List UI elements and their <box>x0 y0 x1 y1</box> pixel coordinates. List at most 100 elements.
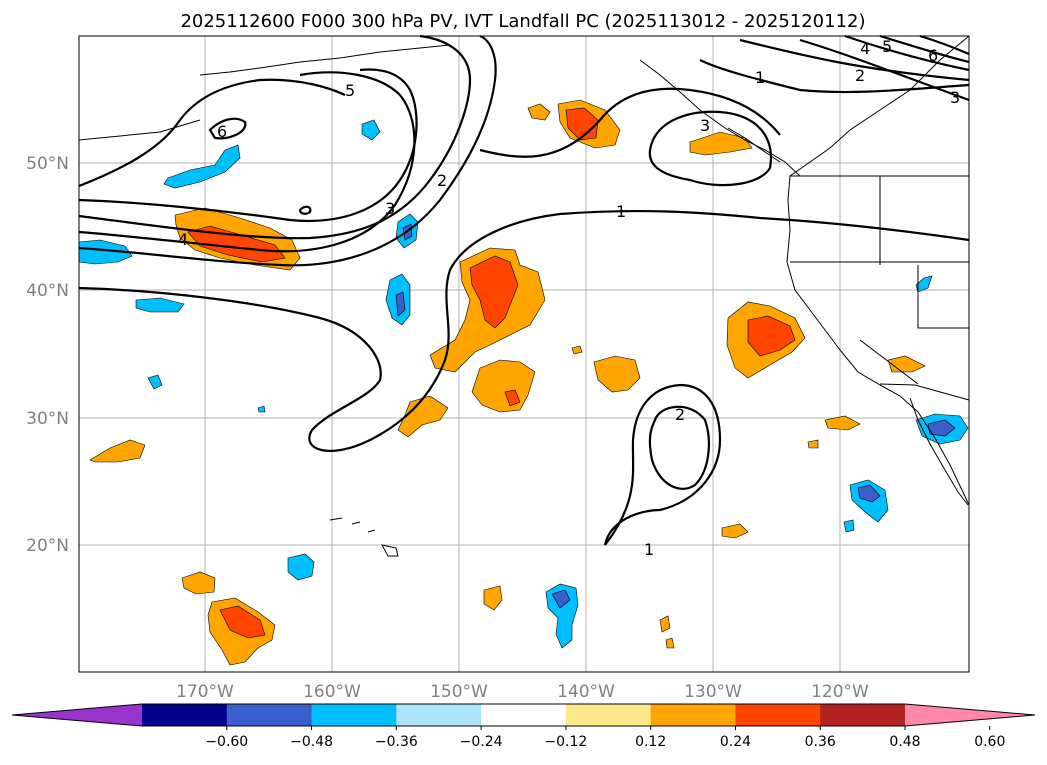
hawaii-islands <box>329 517 399 557</box>
colorbar-segment <box>735 704 821 726</box>
vancouver-island <box>727 127 781 163</box>
ivt-pos-core <box>469 255 519 329</box>
colorbar-tick-label: 0.24 <box>720 734 751 750</box>
pv-contour-6-east <box>919 34 970 56</box>
colorbar-segment <box>311 704 397 726</box>
colorbar-tick-label: 0.12 <box>635 734 666 750</box>
baja-peninsula <box>909 397 969 506</box>
contour-label: 2 <box>855 66 865 85</box>
pv-contour-west-5 <box>78 78 346 188</box>
pv-contour-jet-2 <box>78 34 497 267</box>
map-frame <box>78 35 970 673</box>
lon-label: 130°W <box>684 682 742 702</box>
pv-contour-3-east <box>648 110 772 187</box>
graticule <box>79 36 969 672</box>
lon-label: 170°W <box>176 682 234 702</box>
ivt-pos-blob <box>89 439 146 463</box>
pv-contour-4-east <box>844 34 970 72</box>
colorbar-tick-label: −0.36 <box>375 734 418 750</box>
contour-label: 3 <box>385 199 395 218</box>
colorbar-segment <box>650 704 736 726</box>
pv-contour-3-north <box>799 38 970 102</box>
ivt-pos-core <box>565 107 599 141</box>
colorbar-tick-label: 0.36 <box>805 734 836 750</box>
alaska-panhandle <box>639 59 801 177</box>
contour-label-group: 1 1 1 2 2 2 3 3 3 4 4 5 5 6 6 <box>178 37 960 559</box>
contour-label: 5 <box>882 37 892 56</box>
ivt-neg-core <box>857 484 881 503</box>
colorbar-tick-label: −0.12 <box>544 734 587 750</box>
lon-label: 140°W <box>557 682 615 702</box>
us-west-coast <box>786 35 970 506</box>
contour-label: 3 <box>700 116 710 135</box>
ivt-pos-blob <box>593 355 641 393</box>
colorbar-segment <box>481 704 567 726</box>
lon-label: 150°W <box>430 682 488 702</box>
lon-axis: 170°W 160°W 150°W 140°W 130°W 120°W <box>176 682 869 702</box>
contour-label: 6 <box>928 46 938 65</box>
contour-label: 1 <box>644 540 654 559</box>
contour-label: 4 <box>178 230 188 249</box>
pv-contours <box>78 34 970 546</box>
aleutian-chain <box>199 44 451 76</box>
ivt-pos-blob <box>721 523 749 539</box>
colorbar-tick-label: 0.48 <box>889 734 920 750</box>
ivt-neg-blob <box>257 405 266 413</box>
lat-label: 20°N <box>26 536 69 556</box>
map-panel: 1 1 1 2 2 2 3 3 3 4 4 5 5 6 6 <box>78 34 970 673</box>
ivt-neg-blob <box>78 239 133 265</box>
pv-contour-1-east <box>603 383 722 546</box>
ivt-pos-blob <box>689 131 753 156</box>
map-title: 2025112600 F000 300 hPa PV, IVT Landfall… <box>180 11 865 32</box>
ivt-pos-blob <box>181 571 216 595</box>
ivt-pos-blob <box>483 585 503 611</box>
ivt-neg-blob <box>147 374 163 390</box>
lon-label: 120°W <box>811 682 869 702</box>
pv-contour-small <box>298 205 312 215</box>
pv-contour-1-west <box>78 209 970 452</box>
state-line <box>917 265 969 329</box>
colorbar-tick-label: −0.48 <box>290 734 333 750</box>
ivt-neg-core <box>927 419 956 437</box>
colorbar-extend-high <box>905 704 1035 726</box>
lon-label: 160°W <box>303 682 361 702</box>
colorbar-tick-label: 0.60 <box>974 734 1005 750</box>
ivt-neg-core <box>395 291 406 317</box>
colorbar-segment <box>226 704 313 726</box>
lat-label: 40°N <box>26 281 69 301</box>
ivt-pos-blob <box>824 415 861 431</box>
ivt-pos-blob <box>471 359 536 413</box>
contour-label: 1 <box>616 202 626 221</box>
ivt-pos-blob <box>665 637 675 649</box>
pv-contour-ridge <box>78 34 472 240</box>
pv-contour-jet-1 <box>78 71 416 253</box>
pv-contour-closed <box>479 87 781 158</box>
colorbar-outline <box>11 703 1036 727</box>
contour-label: 3 <box>950 88 960 107</box>
colorbar-segment <box>142 704 228 726</box>
state-line <box>859 339 919 385</box>
map-background <box>79 36 969 672</box>
ivt-neg-core <box>551 589 571 609</box>
contour-label: 1 <box>755 68 765 87</box>
contour-label: 5 <box>345 81 355 100</box>
ivt-pos-blob <box>571 345 583 355</box>
lat-label: 30°N <box>26 409 69 429</box>
contour-label: 2 <box>437 171 447 190</box>
ivt-shading <box>78 99 969 666</box>
colorbar-segment <box>565 704 652 726</box>
ivt-pos-core <box>504 389 521 407</box>
colorbar-tick-label: −0.24 <box>460 734 503 750</box>
pv-contour-1-north <box>699 59 970 94</box>
pv-contour-2-inner <box>648 405 710 490</box>
ivt-pos-core <box>747 315 796 357</box>
ivt-neg-blob <box>843 519 855 533</box>
coastlines <box>78 35 970 557</box>
pv-contour-west-6 <box>208 117 247 140</box>
kamchatka-edge <box>78 119 201 141</box>
contour-label: 4 <box>860 39 870 58</box>
lat-label: 50°N <box>26 154 69 174</box>
ivt-neg-blob <box>287 553 315 581</box>
pv-contour-ridge-2 <box>78 68 418 222</box>
